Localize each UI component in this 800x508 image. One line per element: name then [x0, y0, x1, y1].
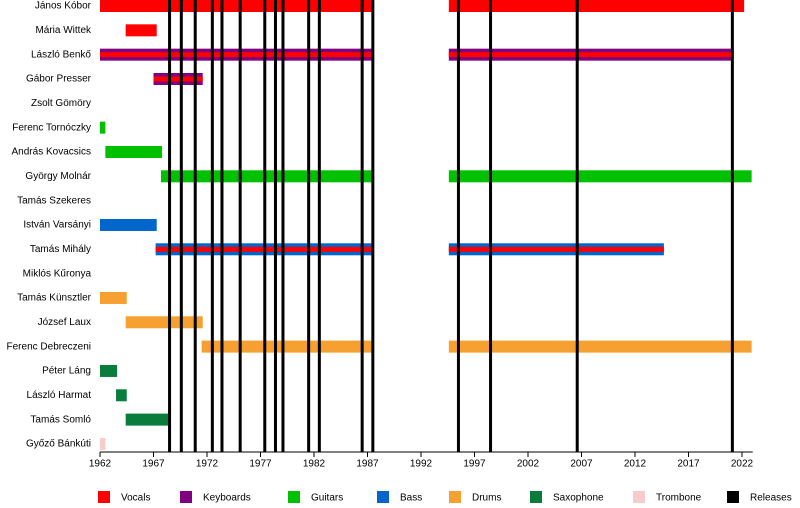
bar: [201, 340, 373, 353]
x-tick-label: 2022: [731, 459, 754, 470]
member-label: Gábor Presser: [26, 74, 92, 85]
x-tick-label: 1992: [410, 459, 433, 470]
legend-swatch: [377, 491, 389, 503]
bar-secondary-role: [448, 52, 733, 58]
legend-label: Guitars: [311, 493, 343, 504]
legend-label: Releases: [750, 493, 792, 504]
member-label: Tamás Künsztler: [17, 293, 92, 304]
legend-label: Bass: [400, 493, 422, 504]
legend-swatch: [530, 491, 542, 503]
bar: [160, 170, 373, 183]
bar: [100, 291, 127, 304]
bar: [125, 413, 171, 426]
legend-swatch: [449, 491, 461, 503]
member-label: László Harmat: [27, 390, 92, 401]
bar-secondary-role: [448, 246, 664, 252]
bar: [116, 389, 127, 402]
bar: [448, 170, 752, 183]
x-tick-label: 2012: [624, 459, 647, 470]
member-label: Győző Bánkúti: [26, 439, 91, 450]
legend-label: Saxophone: [553, 493, 604, 504]
bar: [100, 437, 106, 450]
x-tick-label: 2017: [677, 459, 700, 470]
legend-swatch: [288, 491, 300, 503]
bar: [448, 0, 745, 12]
legend-swatch: [98, 491, 110, 503]
bar-secondary-role: [100, 52, 373, 58]
legend-label: Drums: [472, 493, 501, 504]
legend-swatch: [180, 491, 192, 503]
x-tick-label: 2007: [570, 459, 593, 470]
member-label: Ferenc Tornóczky: [12, 122, 91, 133]
member-label: János Kóbor: [35, 1, 92, 12]
member-label: András Kovacsics: [12, 147, 91, 158]
x-tick-label: 1977: [249, 459, 272, 470]
legend-swatch: [633, 491, 645, 503]
bar: [100, 121, 106, 134]
member-label: Tamás Somló: [30, 414, 91, 425]
bar: [100, 218, 157, 231]
legend-swatch: [727, 491, 739, 503]
x-tick-label: 1972: [196, 459, 219, 470]
bar: [125, 316, 203, 329]
bar: [100, 364, 118, 377]
member-label: Péter Láng: [42, 366, 91, 377]
bar-secondary-role: [153, 76, 203, 82]
bar: [100, 0, 373, 12]
member-label: György Molnár: [25, 171, 91, 182]
legend-label: Vocals: [121, 493, 150, 504]
bar: [125, 24, 157, 37]
member-label: Ferenc Debreczeni: [7, 341, 91, 352]
x-tick-label: 1997: [463, 459, 486, 470]
bar: [105, 145, 163, 158]
member-label: Tamás Szekeres: [17, 195, 91, 206]
x-tick-label: 1987: [356, 459, 379, 470]
bar: [448, 340, 752, 353]
member-label: Tamás Mihály: [30, 244, 91, 255]
member-label: Zsolt Gömöry: [31, 98, 91, 109]
legend-label: Trombone: [656, 493, 702, 504]
member-label: Miklós Kűronya: [23, 268, 92, 279]
x-tick-label: 1967: [142, 459, 165, 470]
legend-label: Keyboards: [203, 493, 251, 504]
member-label: László Benkő: [31, 49, 91, 60]
x-tick-label: 1982: [303, 459, 326, 470]
member-label: István Varsányi: [23, 220, 91, 231]
member-label: József Laux: [38, 317, 91, 328]
x-tick-label: 1962: [89, 459, 112, 470]
member-label: Mária Wittek: [35, 25, 92, 36]
x-tick-label: 2002: [517, 459, 540, 470]
